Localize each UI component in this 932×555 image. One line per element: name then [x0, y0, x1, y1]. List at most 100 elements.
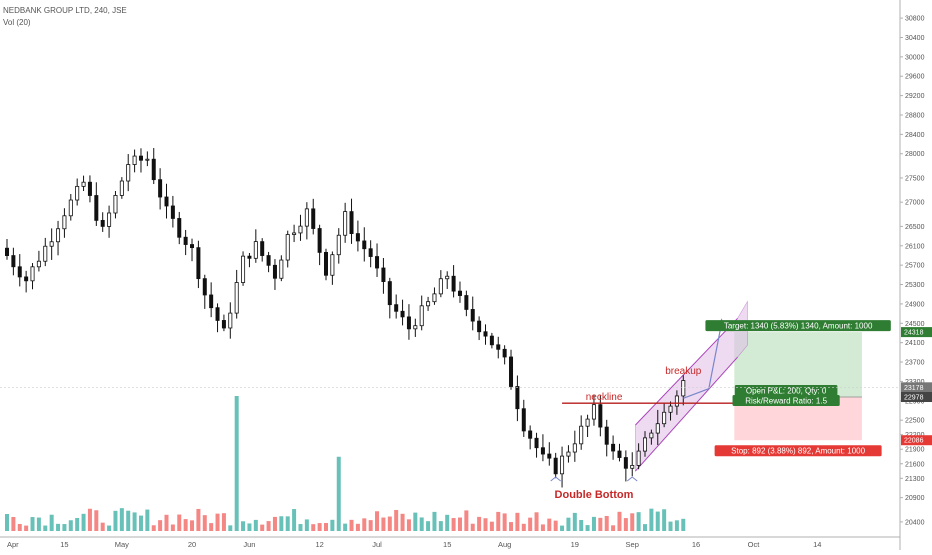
candle-body — [445, 275, 450, 280]
annotations[interactable]: neckline breakup Double Bottom Target: 1340… — [550, 318, 891, 501]
stop-badge[interactable] — [714, 445, 882, 457]
volume-bar — [132, 512, 137, 531]
target-badge[interactable] — [705, 320, 891, 332]
volume-bar — [107, 525, 112, 531]
volume-bar — [674, 520, 679, 531]
volume-bar — [451, 518, 456, 531]
bottom-marker — [550, 476, 561, 482]
candle-body — [355, 233, 360, 242]
candle-body — [336, 234, 341, 256]
candle-body — [330, 254, 335, 276]
candle-body — [534, 437, 539, 449]
y-tick-label: 30800 — [905, 16, 925, 23]
volume-bar — [311, 524, 316, 531]
candle-body — [304, 208, 309, 227]
volume-bar — [560, 525, 565, 531]
price-badge-label: 23178 — [904, 385, 924, 392]
volume-bar — [126, 510, 131, 531]
candle-body — [183, 236, 188, 245]
volume-bars — [5, 396, 686, 531]
candle-body — [540, 447, 545, 455]
candle-body — [375, 256, 380, 269]
candle-body — [285, 234, 290, 261]
volume-bar — [375, 511, 380, 531]
candle-body — [681, 380, 686, 397]
volume-bar — [553, 520, 558, 531]
channel-lower-line[interactable] — [635, 356, 738, 472]
candle-body — [266, 255, 271, 266]
candle-body — [668, 405, 673, 413]
volume-bar — [260, 524, 265, 531]
candle-body — [387, 281, 392, 306]
volume-bar — [591, 516, 596, 531]
candle-body — [528, 430, 533, 439]
volume-bar — [394, 509, 399, 531]
volume-bar — [209, 523, 214, 531]
y-tick-label: 23700 — [905, 360, 925, 367]
candle-body — [247, 255, 252, 259]
volume-bar — [445, 514, 450, 531]
stop-text: Stop: 892 (3.88%) 892, Amount: 1000 — [731, 447, 865, 456]
projection-arrow[interactable] — [683, 323, 723, 399]
volume-bar — [94, 510, 99, 531]
volume-bar — [324, 523, 328, 531]
y-tick-label: 27500 — [905, 175, 925, 182]
candle-body — [394, 304, 399, 312]
volume-bar — [534, 512, 539, 531]
volume-bar — [655, 511, 660, 531]
x-tick-label: 15 — [443, 540, 451, 549]
candle-body — [75, 185, 80, 201]
volume-bar — [630, 513, 635, 531]
volume-bar — [183, 519, 188, 531]
risk-reward-badge[interactable] — [732, 395, 840, 407]
volume-bar — [36, 517, 41, 531]
volume-bar — [279, 516, 284, 531]
channel-upper-line[interactable] — [635, 318, 738, 426]
volume-bar — [681, 518, 686, 531]
volume-bar — [304, 519, 309, 531]
volume-bar — [477, 516, 482, 531]
candle-body — [604, 426, 609, 445]
y-tick-label: 21900 — [905, 447, 925, 454]
volume-bar — [349, 519, 354, 531]
candle-body — [323, 251, 328, 276]
open-pnl-badge[interactable] — [734, 385, 838, 397]
candle-body — [279, 259, 284, 279]
volume-bar — [419, 517, 424, 531]
x-tick-label: Aug — [498, 540, 511, 549]
candle-body — [164, 196, 169, 207]
y-tick-label: 20400 — [905, 519, 925, 526]
volume-bar — [521, 523, 526, 531]
volume-bar — [30, 517, 35, 531]
candle-body — [457, 290, 462, 296]
y-tick-label: 27000 — [905, 200, 925, 207]
price-badge — [901, 435, 932, 446]
volume-bar — [5, 514, 9, 531]
volume-bar — [221, 513, 226, 531]
y-tick-label: 28800 — [905, 112, 925, 119]
volume-bar — [515, 512, 520, 531]
x-tick-label: 16 — [692, 540, 700, 549]
y-tick-label: 28400 — [905, 132, 925, 139]
candles — [5, 148, 686, 488]
candle-body — [623, 457, 628, 469]
y-tick-label: 26100 — [905, 243, 925, 250]
volume-bar — [43, 525, 48, 531]
double-bottom-label: Double Bottom — [555, 489, 634, 501]
candle-body — [30, 266, 35, 282]
candle-body — [126, 164, 131, 182]
candle-body — [611, 443, 616, 452]
y-tick-label: 22500 — [905, 418, 925, 425]
volume-bar — [579, 519, 584, 531]
candle-body — [292, 232, 297, 235]
volume-bar — [145, 509, 150, 531]
candle-body — [566, 451, 571, 457]
candle-body — [202, 278, 207, 296]
candle-body — [113, 195, 118, 214]
rising-channel[interactable] — [635, 300, 748, 472]
candle-body — [260, 241, 265, 256]
candle-body — [272, 264, 277, 279]
x-tick-label: Oct — [748, 540, 761, 549]
risk-reward-text: Risk/Reward Ratio: 1.5 — [745, 397, 827, 406]
